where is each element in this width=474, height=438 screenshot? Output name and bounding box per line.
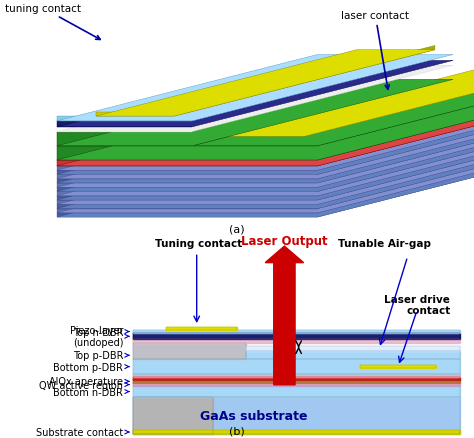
Polygon shape <box>57 166 318 171</box>
Polygon shape <box>96 113 174 117</box>
Polygon shape <box>318 100 474 171</box>
Polygon shape <box>57 179 318 184</box>
Polygon shape <box>133 374 460 377</box>
Text: Top p-DBR: Top p-DBR <box>73 350 129 360</box>
Polygon shape <box>133 387 460 397</box>
Polygon shape <box>57 130 474 196</box>
Text: laser contact: laser contact <box>341 11 409 90</box>
Polygon shape <box>133 360 460 374</box>
Polygon shape <box>166 327 237 330</box>
Polygon shape <box>57 143 474 209</box>
Polygon shape <box>57 134 474 201</box>
Polygon shape <box>57 175 318 179</box>
Text: Piezo-layer
(undoped): Piezo-layer (undoped) <box>70 326 129 347</box>
Polygon shape <box>318 126 474 196</box>
Polygon shape <box>57 66 453 132</box>
Polygon shape <box>57 138 474 205</box>
Text: Bottom p-DBR: Bottom p-DBR <box>54 362 129 372</box>
Polygon shape <box>57 100 474 166</box>
Polygon shape <box>133 343 246 360</box>
Polygon shape <box>246 346 460 351</box>
Text: AlOx aperature: AlOx aperature <box>49 377 129 386</box>
Polygon shape <box>318 117 474 188</box>
Polygon shape <box>318 122 474 192</box>
Polygon shape <box>192 80 474 146</box>
Polygon shape <box>318 130 474 201</box>
Polygon shape <box>318 94 474 166</box>
Polygon shape <box>318 134 474 205</box>
Polygon shape <box>318 143 474 213</box>
Text: (a): (a) <box>229 224 245 234</box>
Polygon shape <box>57 171 318 175</box>
Polygon shape <box>57 117 192 122</box>
Polygon shape <box>57 105 474 171</box>
Polygon shape <box>360 365 436 368</box>
Polygon shape <box>57 196 318 201</box>
Text: GaAs substrate: GaAs substrate <box>200 409 307 422</box>
Polygon shape <box>192 137 318 146</box>
Polygon shape <box>133 377 460 380</box>
Polygon shape <box>318 71 474 146</box>
Polygon shape <box>277 380 292 383</box>
Polygon shape <box>96 51 435 117</box>
Polygon shape <box>318 147 474 218</box>
Text: Substrate contact: Substrate contact <box>36 427 129 437</box>
Text: tuning contact: tuning contact <box>5 4 100 40</box>
Polygon shape <box>57 109 474 175</box>
Polygon shape <box>133 430 460 434</box>
Polygon shape <box>246 351 460 360</box>
Polygon shape <box>133 397 460 434</box>
Text: Bottom n-DBR: Bottom n-DBR <box>54 387 129 397</box>
Polygon shape <box>57 213 318 218</box>
Polygon shape <box>304 67 474 137</box>
Polygon shape <box>133 330 460 334</box>
Text: Tunable Air-gap: Tunable Air-gap <box>338 238 431 248</box>
Polygon shape <box>57 209 318 213</box>
Polygon shape <box>133 334 460 339</box>
Polygon shape <box>57 152 474 218</box>
Polygon shape <box>57 147 474 213</box>
Polygon shape <box>318 113 474 184</box>
Text: Top n-DBR: Top n-DBR <box>73 327 129 337</box>
Polygon shape <box>57 117 474 184</box>
Polygon shape <box>57 192 318 196</box>
Polygon shape <box>133 397 213 434</box>
Polygon shape <box>318 80 474 161</box>
Polygon shape <box>57 126 474 192</box>
Polygon shape <box>57 80 453 146</box>
Polygon shape <box>57 146 318 161</box>
Polygon shape <box>57 113 474 179</box>
Polygon shape <box>57 201 318 205</box>
Polygon shape <box>57 61 453 127</box>
Text: Tuning contact: Tuning contact <box>155 238 243 248</box>
Polygon shape <box>318 109 474 179</box>
Polygon shape <box>57 55 453 122</box>
Polygon shape <box>57 94 474 161</box>
Polygon shape <box>318 138 474 209</box>
Polygon shape <box>57 127 192 132</box>
Text: (b): (b) <box>229 426 245 436</box>
Polygon shape <box>213 71 474 137</box>
Polygon shape <box>133 380 460 383</box>
Polygon shape <box>133 383 460 387</box>
Polygon shape <box>57 122 474 188</box>
Text: Laser Output: Laser Output <box>241 234 328 247</box>
Polygon shape <box>57 132 192 146</box>
Polygon shape <box>57 161 318 166</box>
Polygon shape <box>318 105 474 175</box>
Polygon shape <box>213 133 304 137</box>
Polygon shape <box>57 205 318 209</box>
Polygon shape <box>57 122 192 127</box>
Polygon shape <box>57 188 318 192</box>
Polygon shape <box>174 46 435 117</box>
Polygon shape <box>133 339 460 343</box>
Polygon shape <box>57 184 318 188</box>
Polygon shape <box>265 247 303 385</box>
Text: QW active region: QW active region <box>39 380 129 390</box>
Text: Laser drive
contact: Laser drive contact <box>384 294 450 315</box>
